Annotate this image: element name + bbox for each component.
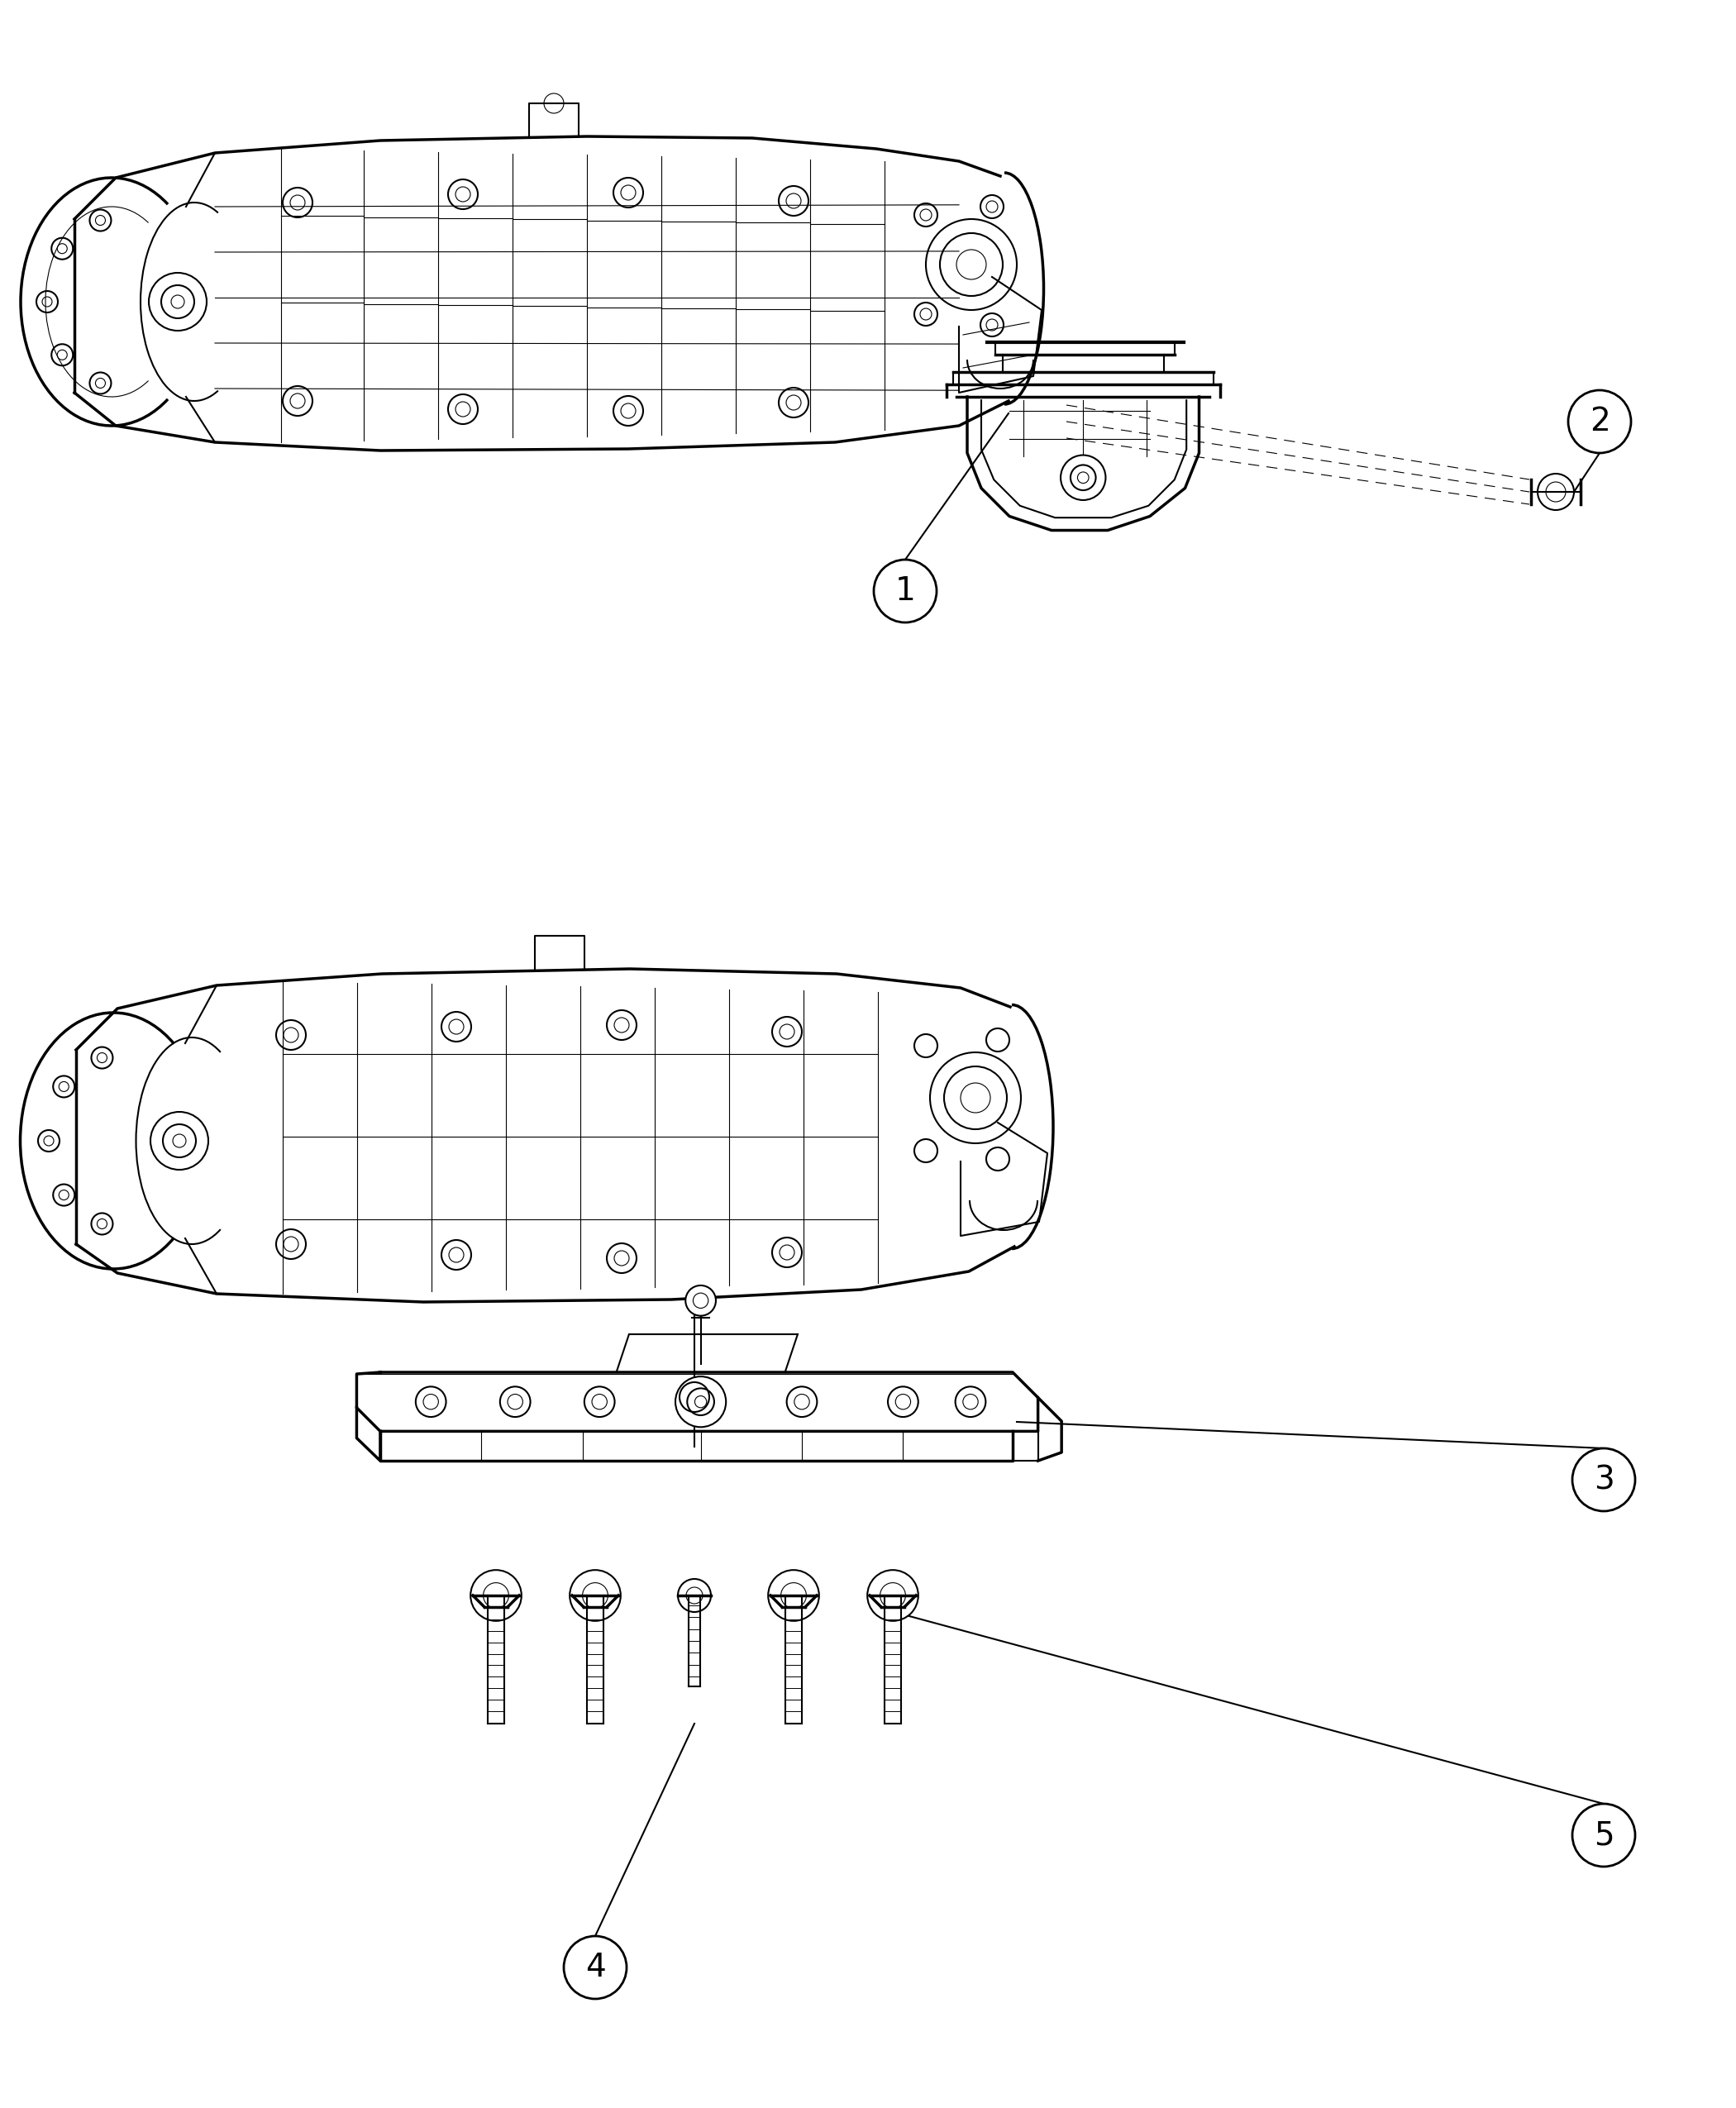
Text: 5: 5 [1594, 1819, 1614, 1851]
Circle shape [955, 1387, 986, 1417]
Circle shape [1568, 390, 1632, 453]
Circle shape [415, 1387, 446, 1417]
Circle shape [592, 1393, 608, 1410]
Circle shape [693, 1292, 708, 1309]
Circle shape [1078, 472, 1088, 483]
Circle shape [500, 1387, 531, 1417]
Circle shape [424, 1393, 439, 1410]
Circle shape [887, 1387, 918, 1417]
Circle shape [896, 1393, 911, 1410]
Text: 3: 3 [1594, 1465, 1614, 1495]
Circle shape [786, 1387, 818, 1417]
Circle shape [1071, 466, 1095, 491]
Circle shape [687, 1389, 713, 1414]
Circle shape [686, 1286, 715, 1315]
Circle shape [795, 1393, 809, 1410]
Circle shape [507, 1393, 523, 1410]
Text: 1: 1 [896, 575, 915, 607]
Circle shape [873, 559, 937, 622]
Circle shape [585, 1387, 615, 1417]
Circle shape [963, 1393, 977, 1410]
Circle shape [694, 1395, 707, 1408]
Circle shape [1573, 1804, 1635, 1866]
Circle shape [564, 1935, 627, 1998]
Text: 4: 4 [585, 1952, 606, 1984]
Circle shape [686, 1387, 715, 1417]
Circle shape [1573, 1448, 1635, 1511]
Circle shape [675, 1377, 726, 1427]
Circle shape [1061, 455, 1106, 500]
Text: 2: 2 [1590, 407, 1609, 436]
Circle shape [693, 1393, 708, 1410]
